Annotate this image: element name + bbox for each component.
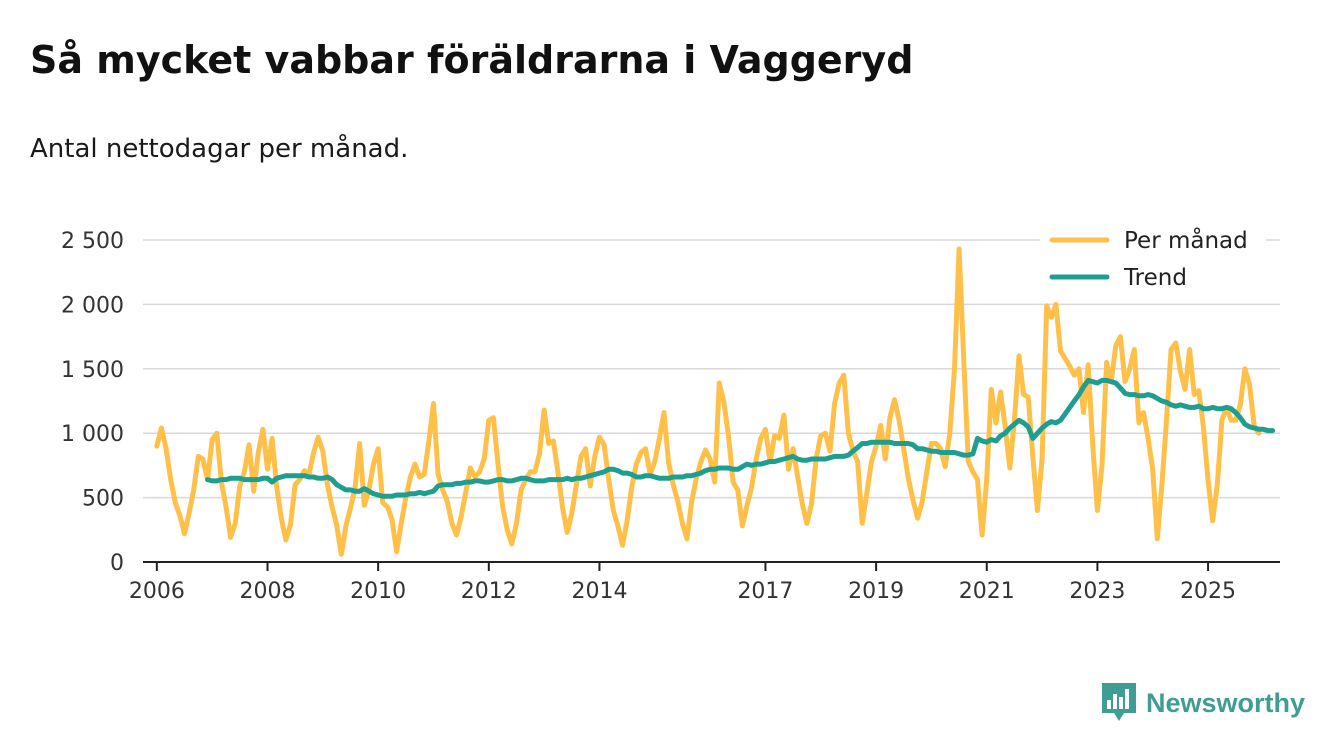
legend-label-per-manad: Per månad bbox=[1124, 226, 1248, 254]
x-tick-label: 2017 bbox=[737, 579, 793, 604]
series-line-per-manad bbox=[154, 246, 1262, 557]
legend-background bbox=[1040, 218, 1266, 302]
x-tick-label: 2008 bbox=[239, 579, 295, 604]
legend: Per månad Trend bbox=[1040, 218, 1266, 302]
x-tick-label: 2019 bbox=[848, 579, 904, 604]
x-tick-label: 2006 bbox=[129, 579, 185, 604]
x-tick-label: 2010 bbox=[350, 579, 406, 604]
chart-series bbox=[154, 246, 1276, 557]
x-tick-label: 2021 bbox=[959, 579, 1015, 604]
y-tick-label: 1 000 bbox=[61, 422, 124, 447]
series-line-trend bbox=[205, 377, 1276, 499]
x-tick-label: 2023 bbox=[1069, 579, 1125, 604]
newsworthy-brand: Newsworthy bbox=[1102, 683, 1305, 723]
y-tick-label: 2 000 bbox=[61, 293, 124, 318]
y-tick-label: 2 500 bbox=[61, 229, 124, 254]
y-tick-label: 500 bbox=[82, 487, 124, 512]
y-tick-label: 0 bbox=[110, 551, 124, 576]
y-tick-label: 1 500 bbox=[61, 358, 124, 383]
brand-name: Newsworthy bbox=[1146, 687, 1306, 718]
chart-title: Så mycket vabbar föräldrarna i Vaggeryd bbox=[30, 38, 914, 82]
y-axis-ticks: 0 500 1 000 1 500 2 000 2 500 bbox=[61, 229, 124, 576]
x-tick-label: 2014 bbox=[571, 579, 627, 604]
x-tick-label: 2025 bbox=[1180, 579, 1236, 604]
chart-subtitle: Antal nettodagar per månad. bbox=[30, 134, 409, 164]
legend-label-trend: Trend bbox=[1123, 265, 1187, 291]
newsworthy-logo-icon bbox=[1102, 683, 1136, 721]
x-tick-label: 2012 bbox=[461, 579, 517, 604]
x-axis-ticks: 2006 2008 2010 2012 2014 2017 2019 2021 2023 2025 bbox=[129, 562, 1236, 604]
